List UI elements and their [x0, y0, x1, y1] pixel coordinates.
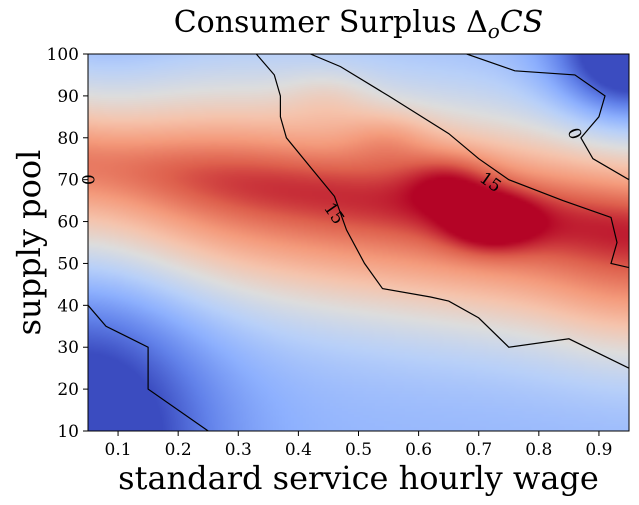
y-tick-label: 90	[57, 87, 79, 107]
heatmap-surface	[88, 54, 629, 431]
x-tick-label: 0.5	[345, 440, 372, 460]
x-tick-label: 0.2	[165, 440, 192, 460]
x-tick-label: 0.1	[105, 440, 132, 460]
contour-line-15-1	[310, 54, 629, 269]
x-tick-label: 0.3	[225, 440, 252, 460]
y-tick-label: 60	[57, 213, 79, 233]
chart-title-tail: CS	[500, 5, 544, 40]
x-tick-label: 0.8	[525, 440, 552, 460]
y-tick-label: 40	[57, 296, 79, 316]
x-tick-label: 0.9	[585, 440, 612, 460]
y-tick-label: 10	[57, 422, 79, 442]
x-axis: 0.1 0.2 0.3 0.4 0.5 0.6 0.7 0.8 0.9	[105, 431, 612, 460]
x-tick-label: 0.7	[465, 440, 492, 460]
y-tick-label: 100	[47, 45, 79, 65]
contour-line-0-0	[466, 54, 629, 181]
chart-title: Consumer Surplus ΔoCS	[174, 5, 544, 43]
x-tick-label: 0.4	[285, 440, 312, 460]
x-tick-label: 0.6	[405, 440, 432, 460]
contour-lines	[88, 54, 629, 431]
contour-line-0-1	[88, 304, 209, 431]
y-tick-label: 50	[57, 254, 79, 274]
y-tick-label: 30	[57, 338, 79, 358]
y-tick-label: 70	[57, 171, 79, 191]
y-tick-label: 20	[57, 380, 79, 400]
x-axis-label: standard service hourly wage	[118, 459, 599, 497]
y-tick-label: 80	[57, 129, 79, 149]
y-axis: 10 20 30 40 50 60 70 80 90 100	[47, 45, 88, 442]
chart-title-subscript: o	[488, 19, 500, 43]
chart-title-main: Consumer Surplus Δ	[174, 5, 488, 40]
contour-line-15-0	[255, 54, 629, 369]
y-axis-label: supply pool	[10, 150, 48, 336]
